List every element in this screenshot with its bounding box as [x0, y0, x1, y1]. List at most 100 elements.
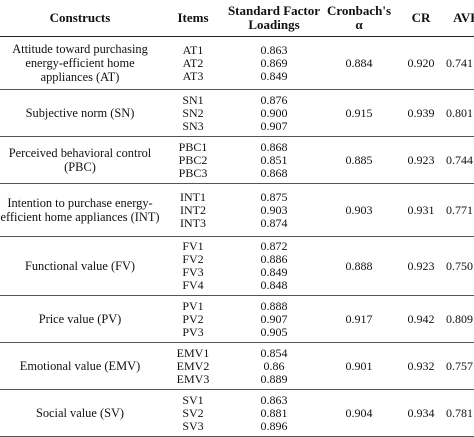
item-code: FV1	[182, 239, 204, 253]
loading-value: 0.863	[260, 392, 288, 407]
ave-value: 0.741	[446, 55, 473, 70]
items-cell: SN1 SN2 SN3	[160, 90, 226, 136]
alpha-value: 0.888	[345, 258, 373, 273]
table-header: Constructs Items Standard Factor Loading…	[0, 0, 474, 37]
loading-value: 0.851	[260, 152, 288, 167]
loading-value: 0.874	[260, 215, 288, 230]
loading-value: 0.903	[260, 202, 288, 217]
alpha-value: 0.885	[345, 152, 373, 167]
loading-value: 0.872	[260, 239, 288, 253]
item-code: PV2	[182, 311, 204, 326]
item-code: EMV3	[176, 371, 210, 386]
item-code: INT2	[180, 202, 206, 217]
items-cell: SV1 SV2 SV3	[160, 390, 226, 436]
construct-name: Emotional value (EMV)	[19, 359, 141, 373]
alpha-value: 0.903	[345, 202, 373, 217]
table-body: Attitude toward purchasing energy-effici…	[0, 37, 474, 437]
ave-value: 0.771	[446, 202, 473, 217]
loading-value: 0.888	[260, 298, 288, 313]
item-code: SN2	[182, 105, 204, 120]
item-code: SN1	[182, 92, 204, 107]
loading-value: 0.907	[260, 311, 288, 326]
ave-value: 0.781	[446, 405, 473, 420]
table-row-group: Attitude toward purchasing energy-effici…	[0, 37, 474, 90]
cr-value: 0.939	[407, 105, 435, 120]
item-code: PV1	[182, 298, 204, 313]
table-row-group: Emotional value (EMV) EMV1 EMV2 EMV3 0.854 0.…	[0, 343, 474, 390]
item-code: PBC1	[178, 139, 208, 154]
header-cr: CR	[411, 10, 431, 25]
item-code: FV2	[182, 252, 204, 266]
loadings-cell: 0.863 0.869 0.849	[226, 37, 322, 89]
loading-value: 0.875	[260, 189, 288, 204]
cr-value: 0.932	[407, 358, 435, 373]
construct-name: Intention to purchase energy-efficient h…	[0, 196, 160, 224]
loading-value: 0.886	[260, 252, 288, 266]
header-loadings: Standard Factor Loadings	[227, 3, 321, 32]
items-cell: EMV1 EMV2 EMV3	[160, 343, 226, 389]
table-row-group: Functional value (FV) FV1 FV2 FV3 FV4 0.872 0.…	[0, 237, 474, 296]
loadings-cell: 0.854 0.86 0.889	[226, 343, 322, 389]
item-code: PBC3	[178, 165, 208, 180]
item-code: AT3	[182, 68, 204, 83]
cr-value: 0.923	[407, 258, 435, 273]
loading-value: 0.863	[260, 42, 288, 57]
ave-value: 0.750	[446, 258, 473, 273]
cr-value: 0.931	[407, 202, 435, 217]
construct-name: Subjective norm (SN)	[25, 106, 135, 120]
alpha-value: 0.904	[345, 405, 373, 420]
loading-value: 0.849	[260, 265, 288, 279]
items-cell: PBC1 PBC2 PBC3	[160, 137, 226, 183]
item-code: SV2	[182, 405, 204, 420]
alpha-value: 0.884	[345, 55, 373, 70]
construct-name: Social value (SV)	[35, 406, 125, 420]
alpha-value: 0.901	[345, 358, 373, 373]
item-code: INT3	[180, 215, 206, 230]
header-alpha: Cronbach's α	[326, 3, 392, 32]
ave-value: 0.809	[446, 311, 473, 326]
item-code: INT1	[180, 189, 206, 204]
loading-value: 0.876	[260, 92, 288, 107]
item-code: SN3	[182, 118, 204, 133]
construct-name: Perceived behavioral control (PBC)	[8, 146, 152, 174]
ave-value: 0.757	[446, 358, 473, 373]
item-code: SV3	[182, 418, 204, 433]
table-row-group: Intention to purchase energy-efficient h…	[0, 184, 474, 237]
cr-value: 0.923	[407, 152, 435, 167]
items-cell: FV1 FV2 FV3 FV4	[160, 237, 226, 295]
cr-value: 0.934	[407, 405, 435, 420]
loading-value: 0.869	[260, 55, 288, 70]
loadings-cell: 0.888 0.907 0.905	[226, 296, 322, 342]
construct-name: Price value (PV)	[38, 312, 122, 326]
construct-name: Attitude toward purchasing energy-effici…	[12, 42, 148, 84]
ave-value: 0.801	[446, 105, 473, 120]
loading-value: 0.896	[260, 418, 288, 433]
items-cell: INT1 INT2 INT3	[160, 184, 226, 236]
item-code: FV3	[182, 265, 204, 279]
items-cell: PV1 PV2 PV3	[160, 296, 226, 342]
loading-value: 0.849	[260, 68, 288, 83]
item-code: PV3	[182, 324, 204, 339]
loading-value: 0.900	[260, 105, 288, 120]
loadings-cell: 0.876 0.900 0.907	[226, 90, 322, 136]
loading-value: 0.889	[260, 371, 288, 386]
table-row-group: Price value (PV) PV1 PV2 PV3 0.888 0.907 0.905…	[0, 296, 474, 343]
loading-value: 0.907	[260, 118, 288, 133]
loading-value: 0.848	[260, 278, 288, 292]
table-row-group: Social value (SV) SV1 SV2 SV3 0.863 0.881 0.89…	[0, 390, 474, 437]
loading-value: 0.854	[260, 345, 288, 360]
loadings-cell: 0.872 0.886 0.849 0.848	[226, 237, 322, 295]
table-row-group: Perceived behavioral control (PBC) PBC1 PB…	[0, 137, 474, 184]
item-code: EMV1	[176, 345, 210, 360]
ave-value: 0.744	[446, 152, 473, 167]
loading-value: 0.868	[260, 165, 288, 180]
header-ave: AVE	[453, 10, 474, 25]
item-code: AT1	[182, 42, 204, 57]
loading-value: 0.868	[260, 139, 288, 154]
loadings-cell: 0.868 0.851 0.868	[226, 137, 322, 183]
items-cell: AT1 AT2 AT3	[160, 37, 226, 89]
loadings-cell: 0.875 0.903 0.874	[226, 184, 322, 236]
loadings-cell: 0.863 0.881 0.896	[226, 390, 322, 436]
header-constructs: Constructs	[49, 10, 111, 25]
